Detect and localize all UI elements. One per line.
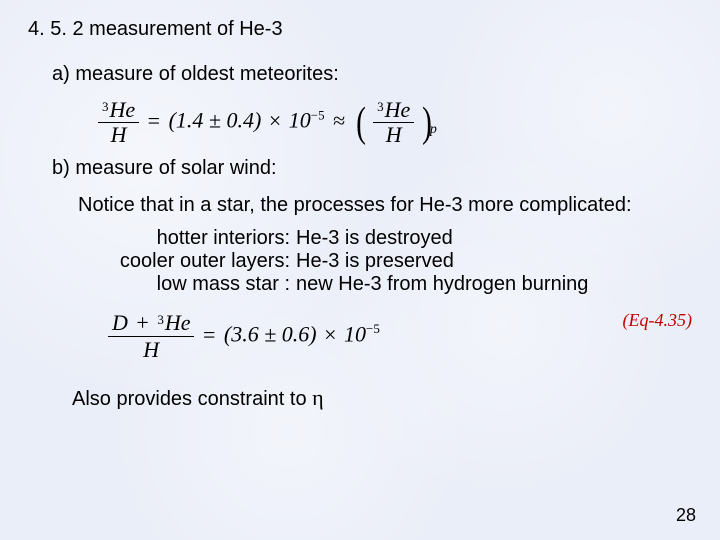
equation-1: 3He H = (1.4 ± 0.4) × 10−5 ≈ ( 3He H )p — [98, 98, 692, 147]
eta-symbol: η — [312, 385, 324, 410]
section-title: 4. 5. 2 measurement of He-3 — [28, 18, 692, 41]
eq2-lhs-fraction: D + 3He H — [108, 310, 194, 363]
page-number: 28 — [676, 505, 696, 526]
row-label: cooler outer layers: — [100, 250, 296, 273]
table-row: low mass star : new He-3 from hydrogen b… — [100, 273, 692, 296]
also-text: Also provides constraint to η — [72, 385, 692, 411]
eq1-lhs-fraction: 3He H — [98, 98, 139, 147]
eq1-lparen: ( — [356, 100, 366, 146]
row-label: hotter interiors: — [100, 227, 296, 250]
equation-label: (Eq-4.35) — [623, 310, 692, 331]
eq2-times: × — [322, 322, 338, 347]
also-prefix: Also provides constraint to — [72, 388, 312, 410]
row-value: He-3 is destroyed — [296, 227, 453, 250]
eq1-rhs-fraction: 3He H — [373, 98, 414, 147]
eq1-exp-base: 10 — [289, 108, 311, 133]
notice-text: Notice that in a star, the processes for… — [78, 194, 692, 217]
table-row: cooler outer layers: He-3 is preserved — [100, 250, 692, 273]
eq1-equals: = — [145, 108, 163, 133]
conditions-table: hotter interiors: He-3 is destroyed cool… — [100, 227, 692, 296]
eq1-exp-pow: −5 — [311, 107, 325, 122]
eq2-exp-base: 10 — [344, 322, 366, 347]
slide: 4. 5. 2 measurement of He-3 a) measure o… — [0, 0, 720, 540]
row-value: He-3 is preserved — [296, 250, 454, 273]
subsection-a: a) measure of oldest meteorites: — [52, 63, 692, 86]
eq1-rparen: ) — [422, 100, 432, 146]
subsection-b: b) measure of solar wind: — [52, 157, 692, 180]
row-label: low mass star : — [100, 273, 296, 296]
eq1-approx: ≈ — [330, 108, 348, 133]
equation-2: D + 3He H = (3.6 ± 0.6) × 10−5 (Eq-4.35) — [108, 310, 692, 363]
eq2-equals: = — [200, 322, 218, 347]
eq2-value: (3.6 ± 0.6) — [224, 322, 317, 347]
eq1-value: (1.4 ± 0.4) — [169, 108, 262, 133]
eq1-times: × — [267, 108, 283, 133]
table-row: hotter interiors: He-3 is destroyed — [100, 227, 692, 250]
eq2-exp-pow: −5 — [366, 322, 380, 337]
row-value: new He-3 from hydrogen burning — [296, 273, 588, 296]
